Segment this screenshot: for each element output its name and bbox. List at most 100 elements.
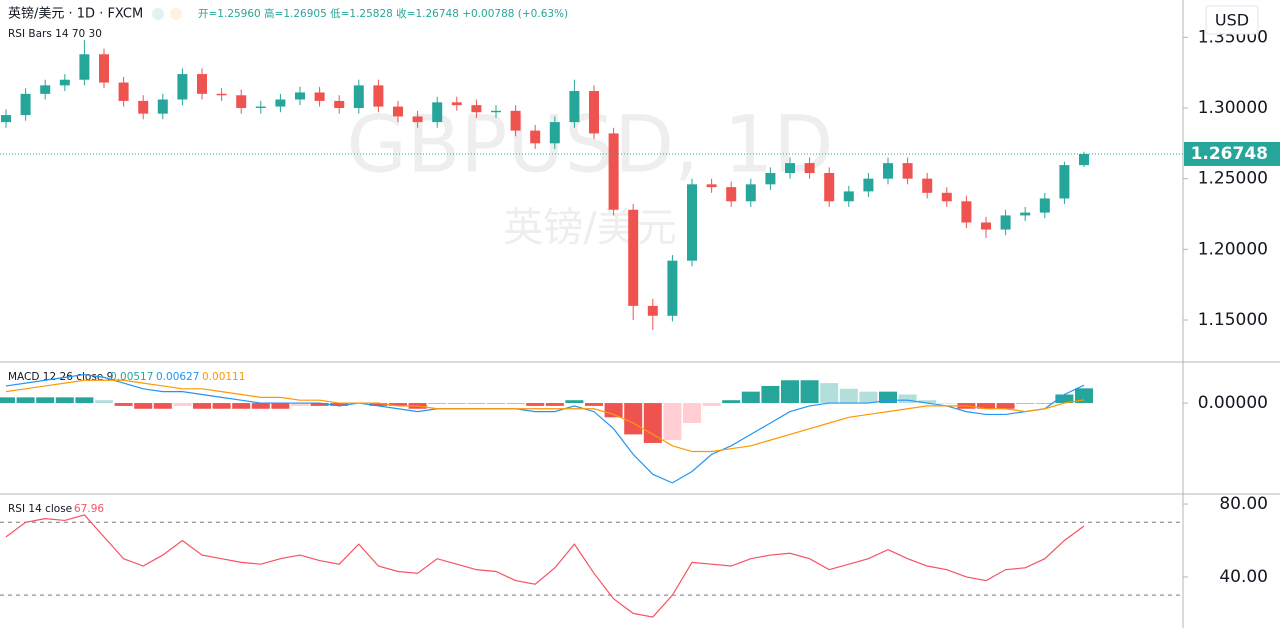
histogram-bar [173, 403, 192, 406]
candle-body [510, 110, 521, 131]
candle-body [471, 105, 482, 113]
candle-body [20, 93, 31, 116]
histogram-bar [604, 403, 623, 418]
candle-body [79, 54, 90, 80]
candle-body [687, 184, 697, 261]
candle-body [99, 54, 109, 83]
histogram-bar [839, 388, 858, 404]
candle-body [177, 74, 188, 100]
candle-body [902, 163, 913, 179]
candle-body [549, 122, 560, 144]
histogram-bar [1055, 394, 1074, 404]
histogram-bar [251, 403, 270, 409]
candle-body [961, 201, 972, 223]
candle-body [726, 187, 737, 202]
histogram-bar [467, 403, 486, 404]
candle-body [412, 116, 423, 123]
currency-box [1205, 5, 1259, 35]
histogram-bar [36, 397, 55, 404]
histogram-bar [369, 403, 388, 406]
legend-value: 0.00517 [110, 371, 153, 383]
histogram-bar [781, 380, 799, 404]
candle-body [197, 74, 207, 94]
histogram-bar [761, 385, 780, 404]
histogram-bar [879, 391, 897, 404]
histogram-bar [95, 400, 113, 404]
candle-body [432, 102, 443, 123]
histogram-bar [134, 403, 153, 409]
histogram-bar [977, 403, 995, 409]
y-tick-label: 80.00 [1219, 494, 1268, 514]
candle-body [255, 106, 266, 108]
candle-body [491, 110, 501, 113]
histogram-bar [1016, 403, 1035, 404]
candle-body [765, 173, 776, 185]
candle-body [804, 163, 815, 174]
candle-body [334, 100, 345, 108]
histogram-bar [663, 403, 682, 441]
histogram-bar [565, 400, 584, 404]
candle-body [569, 91, 580, 123]
histogram-bar [506, 403, 525, 404]
histogram-bar [447, 403, 466, 404]
histogram-bar [526, 403, 545, 406]
histogram-bar [741, 391, 760, 404]
candle-body [785, 163, 795, 174]
histogram-bar [722, 400, 741, 404]
candle-body [1000, 215, 1011, 230]
watermark-subtitle: 英镑/美元 [503, 205, 676, 251]
status-icon [152, 8, 164, 20]
histogram-bar [545, 403, 564, 406]
candle-body [353, 85, 364, 108]
candle-body [118, 82, 129, 101]
macd-line [5, 373, 1085, 484]
candle-body [59, 79, 70, 86]
candle-body [138, 100, 149, 114]
rsi-title: RSI 14 close [8, 503, 72, 515]
indicator-label: RSI Bars 14 70 30 [8, 28, 102, 40]
last-price-label: 1.26748 [1191, 144, 1268, 164]
candle-body [373, 85, 384, 107]
histogram-bar [153, 403, 172, 409]
histogram-bar [624, 403, 643, 435]
histogram-bar [212, 403, 231, 409]
histogram-bar [0, 397, 15, 404]
histogram-bar [55, 397, 74, 404]
candle-body [981, 222, 991, 230]
histogram-bar [291, 403, 309, 406]
candle-body [275, 99, 286, 107]
candle-body [941, 192, 952, 202]
candle-body [824, 173, 835, 202]
y-tick-label: 1.25000 [1198, 169, 1268, 189]
histogram-bar [996, 403, 1015, 409]
histogram-bar [389, 403, 407, 406]
signal-line [5, 379, 1085, 453]
candle-body [667, 260, 678, 316]
histogram-bar [702, 403, 721, 406]
ohlc-legend: 开=1.25960 高=1.26905 低=1.25828 收=1.26748 … [198, 7, 568, 20]
candle-body [314, 92, 325, 101]
candle-body [1059, 165, 1070, 199]
histogram-bar [1075, 388, 1093, 404]
histogram-bar [310, 403, 329, 406]
y-tick-label: 1.30000 [1198, 98, 1268, 118]
histogram-bar [232, 403, 251, 409]
y-tick-label: 40.00 [1219, 567, 1268, 587]
candle-body [628, 209, 639, 306]
candle-body [393, 106, 403, 117]
histogram-bar [271, 403, 290, 409]
candle-body [236, 95, 247, 108]
histogram-bar [643, 403, 662, 443]
candle-body [863, 178, 874, 192]
legend-value: 0.00627 [156, 371, 199, 383]
candle-body [451, 102, 462, 106]
candle-body [295, 92, 305, 100]
histogram-bar [1035, 403, 1054, 404]
histogram-bar [918, 400, 937, 404]
y-tick-label: 1.20000 [1198, 239, 1268, 259]
candle-body [647, 305, 658, 316]
candle-body [883, 163, 893, 179]
rsi-line [5, 514, 1085, 618]
candle-body [1, 115, 11, 123]
